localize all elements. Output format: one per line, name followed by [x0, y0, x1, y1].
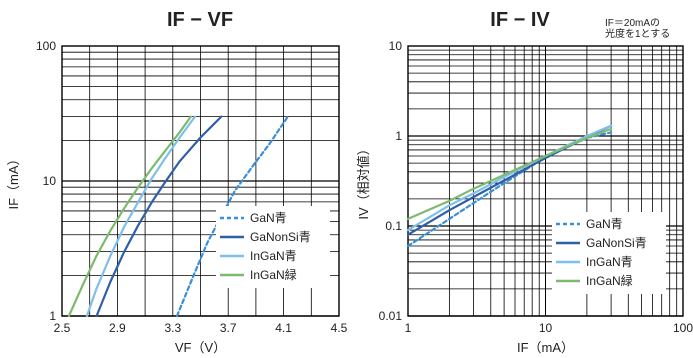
y-tick-label: 0.01 — [379, 309, 403, 323]
legend: GaN青 GaNonSi青 InGaN青 InGaN緑 — [216, 206, 330, 288]
y-tick-label: 0.1 — [385, 219, 402, 233]
series-lines — [67, 115, 289, 318]
x-tick-label: 4.1 — [275, 321, 292, 335]
x-tick-label: 2.5 — [54, 321, 71, 335]
y-axis-label: IV（相対値） — [356, 142, 371, 219]
legend-label-3: InGaN青 — [586, 255, 633, 269]
plot-frame — [61, 45, 340, 317]
series-line-4 — [406, 127, 613, 220]
x-tick-label: 10 — [539, 321, 553, 335]
series-line-1 — [175, 115, 289, 318]
series-line-2 — [95, 115, 223, 318]
series-lines — [406, 124, 613, 248]
chart-title: IF − VF — [167, 9, 233, 31]
tick-labels: 2.5 2.9 3.3 3.7 4.1 4.5 1 10 100 — [36, 39, 348, 335]
tick-labels: 1 10 100 0.01 0.1 1 10 — [379, 39, 693, 335]
series-line-3 — [85, 115, 197, 318]
x-tick-label: 4.5 — [331, 321, 348, 335]
x-tick-label: 100 — [673, 321, 693, 335]
x-tick-label: 3.3 — [164, 321, 181, 335]
y-axis-label: IF（mA） — [6, 152, 21, 209]
x-tick-label: 3.7 — [220, 321, 237, 335]
legend: GaN青 GaNonSi青 InGaN青 InGaN緑 — [552, 212, 666, 294]
x-tick-label: 1 — [405, 321, 412, 335]
x-axis-label: VF（V） — [175, 340, 226, 355]
chart-title: IF − IV — [490, 9, 550, 31]
legend-label-4: InGaN緑 — [586, 273, 633, 288]
legend-label-1: GaN青 — [250, 211, 287, 225]
y-tick-label: 1 — [49, 309, 56, 323]
y-tick-label: 10 — [43, 174, 57, 188]
legend-label-4: InGaN緑 — [250, 267, 297, 282]
legend-label-3: InGaN青 — [250, 249, 297, 263]
chart-note: IF＝20mAの — [605, 18, 660, 29]
chart-2: 1 10 100 0.01 0.1 1 10 IF − IV IF（mA） IV（相対値） IF＝2… — [356, 9, 693, 355]
y-tick-label: 1 — [395, 129, 402, 143]
legend-label-1: GaN青 — [586, 217, 623, 231]
series-line-3 — [406, 124, 613, 232]
chart-note: 光度を1とする — [605, 27, 670, 40]
plot-frame — [407, 45, 684, 317]
y-tick-label: 100 — [36, 39, 56, 53]
series-line-4 — [67, 115, 192, 318]
x-axis-label: IF（mA） — [517, 340, 574, 355]
y-tick-label: 10 — [389, 39, 403, 53]
legend-label-2: GaNonSi青 — [250, 230, 311, 244]
legend-label-2: GaNonSi青 — [586, 236, 647, 250]
chart-1: 2.5 2.9 3.3 3.7 4.1 4.5 1 10 100 IF − VF VF（V） IF（m… — [6, 9, 348, 355]
x-tick-label: 2.9 — [109, 321, 126, 335]
